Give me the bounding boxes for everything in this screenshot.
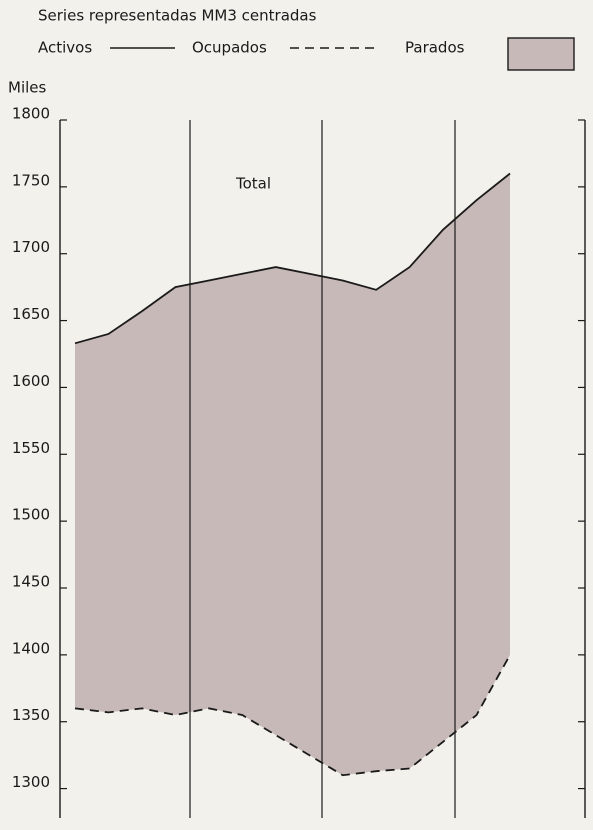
legend-swatch [507, 37, 575, 71]
chart-title: Series representadas MM3 centradas [38, 7, 317, 25]
parados-area [75, 173, 510, 776]
y-axis-label: Miles [8, 79, 47, 97]
annotation: Total [235, 175, 271, 193]
y-tick-label: 1500 [12, 506, 50, 524]
y-tick-label: 1550 [12, 439, 50, 457]
y-tick-label: 1350 [12, 706, 50, 724]
y-tick-label: 1400 [12, 639, 50, 657]
y-tick-label: 1300 [12, 773, 50, 791]
series-line [74, 654, 511, 777]
y-tick-label: 1750 [12, 171, 50, 189]
legend-label: Parados [405, 39, 465, 57]
series-line [74, 172, 511, 345]
legend-label: Ocupados [192, 39, 267, 57]
y-tick-label: 1800 [12, 105, 50, 123]
y-tick-label: 1600 [12, 372, 50, 390]
legend-label: Activos [38, 39, 92, 57]
y-tick-label: 1650 [12, 305, 50, 323]
y-tick-label: 1700 [12, 238, 50, 256]
y-tick-label: 1450 [12, 573, 50, 591]
